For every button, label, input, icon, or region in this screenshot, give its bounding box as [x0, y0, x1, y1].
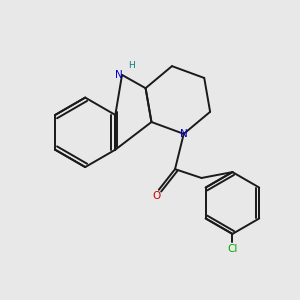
Text: N: N [180, 129, 188, 139]
Text: H: H [128, 61, 135, 70]
Text: N: N [115, 70, 122, 80]
Text: Cl: Cl [227, 244, 238, 254]
Text: O: O [152, 191, 160, 201]
